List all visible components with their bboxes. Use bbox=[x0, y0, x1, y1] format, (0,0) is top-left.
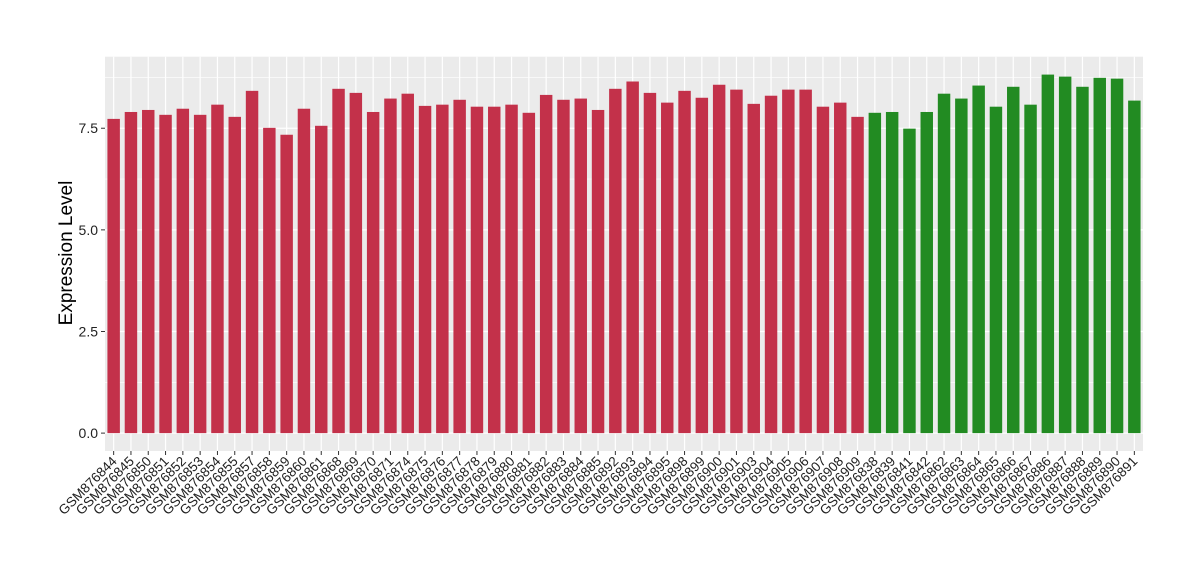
bar-GSM876851 bbox=[159, 114, 172, 434]
x-axis: GSM876844GSM876845GSM876850GSM876851GSM8… bbox=[56, 451, 1140, 518]
bar-GSM876898 bbox=[678, 90, 691, 434]
bar-GSM876901 bbox=[730, 89, 743, 434]
bar-GSM876890 bbox=[1110, 78, 1124, 434]
bar-GSM876867 bbox=[1024, 104, 1037, 434]
bar-GSM876907 bbox=[816, 106, 830, 434]
bar-GSM876863 bbox=[955, 98, 968, 434]
bar-GSM876858 bbox=[263, 127, 276, 434]
bar-GSM876871 bbox=[384, 98, 397, 434]
bar-GSM876844 bbox=[107, 118, 120, 434]
bar-GSM876864 bbox=[972, 85, 985, 434]
bar-GSM876882 bbox=[539, 94, 553, 434]
bar-GSM876861 bbox=[315, 125, 328, 434]
bar-GSM876909 bbox=[851, 116, 864, 434]
bar-GSM876894 bbox=[643, 92, 657, 434]
bar-GSM876876 bbox=[436, 104, 449, 434]
bar-GSM876866 bbox=[1007, 86, 1020, 434]
bar-GSM876879 bbox=[488, 106, 501, 434]
y-axis-label: Expression Level bbox=[56, 181, 77, 326]
bar-GSM876904 bbox=[764, 95, 778, 434]
y-tick-label: 7.5 bbox=[79, 120, 99, 136]
bar-GSM876868 bbox=[332, 88, 345, 434]
bar-GSM876884 bbox=[574, 98, 587, 434]
bar-GSM876839 bbox=[885, 111, 899, 434]
bar-GSM876860 bbox=[297, 108, 311, 434]
bar-GSM876900 bbox=[712, 84, 726, 434]
bar-GSM876870 bbox=[366, 111, 380, 434]
bars bbox=[107, 74, 1141, 434]
bar-GSM876855 bbox=[228, 116, 241, 434]
bar-GSM876885 bbox=[591, 109, 605, 434]
bar-GSM876903 bbox=[747, 103, 760, 434]
bar-GSM876888 bbox=[1076, 86, 1089, 434]
bar-GSM876889 bbox=[1093, 77, 1106, 434]
bar-GSM876875 bbox=[418, 105, 432, 434]
bar-GSM876878 bbox=[470, 106, 484, 434]
bar-GSM876869 bbox=[349, 92, 363, 434]
bar-GSM876874 bbox=[401, 93, 414, 434]
bar-GSM876852 bbox=[176, 108, 190, 434]
y-tick-label: 0.0 bbox=[79, 425, 99, 441]
bar-GSM876883 bbox=[557, 99, 570, 434]
y-tick-label: 2.5 bbox=[79, 323, 99, 339]
bar-GSM876842 bbox=[920, 111, 933, 434]
bar-GSM876862 bbox=[937, 93, 951, 434]
bar-GSM876893 bbox=[626, 81, 639, 434]
bar-GSM876892 bbox=[609, 88, 622, 434]
bar-GSM876908 bbox=[834, 102, 847, 434]
bar-GSM876881 bbox=[522, 112, 536, 434]
bar-GSM876905 bbox=[782, 89, 795, 434]
bar-GSM876841 bbox=[903, 128, 916, 434]
bar-GSM876850 bbox=[142, 109, 155, 434]
bar-GSM876899 bbox=[695, 97, 709, 434]
bar-GSM876853 bbox=[193, 114, 207, 434]
bar-GSM876895 bbox=[661, 102, 674, 434]
bar-GSM876859 bbox=[280, 134, 293, 434]
bar-GSM876891 bbox=[1128, 100, 1141, 434]
bar-GSM876857 bbox=[245, 90, 259, 434]
bar-GSM876838 bbox=[868, 112, 882, 434]
bar-GSM876886 bbox=[1041, 74, 1055, 434]
bar-GSM876887 bbox=[1058, 76, 1072, 434]
bar-GSM876845 bbox=[124, 111, 138, 434]
bar-GSM876906 bbox=[799, 89, 812, 434]
bar-GSM876854 bbox=[211, 104, 224, 434]
y-tick-label: 5.0 bbox=[79, 222, 99, 238]
bar-GSM876880 bbox=[505, 104, 518, 434]
y-axis: 0.0 2.5 5.0 7.5 bbox=[79, 120, 105, 441]
plot-panel bbox=[105, 56, 1143, 451]
bar-GSM876865 bbox=[989, 106, 1003, 434]
bar-GSM876877 bbox=[453, 99, 466, 434]
